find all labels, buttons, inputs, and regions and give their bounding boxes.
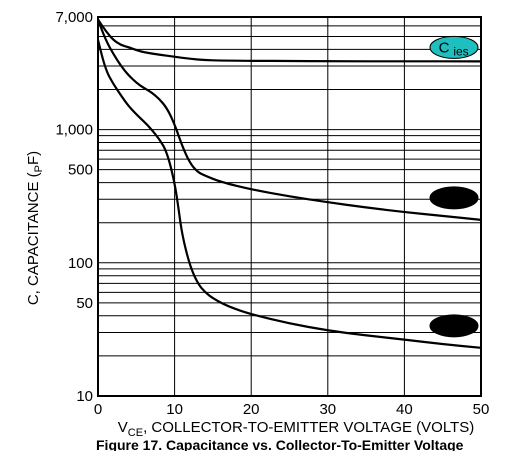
y-tick-label: 100 [68,255,93,272]
plot-frame [97,16,482,397]
series-group [96,18,482,349]
y-tick-label: 10 [76,388,93,405]
grid [98,17,481,396]
series-line-2 [96,19,482,221]
series-line-1 [97,18,482,63]
x-tick-label: 40 [396,401,413,418]
series-label-marker-1 [429,35,479,59]
figure-caption: Figure 17. Capacitance vs. Collector-To-… [96,437,464,451]
y-tick-label: 7,000 [55,9,93,26]
series-line-3 [96,39,482,349]
series-label-marker-2 [429,186,479,210]
x-axis-label: VCE, COLLECTOR-TO-EMITTER VOLTAGE (VOLTS… [118,419,474,439]
series-label-marker-3 [429,314,479,338]
x-tick-label: 0 [94,401,102,418]
x-tick-label: 30 [319,401,336,418]
series-label-text-1: C [439,39,450,56]
series-label-subscript-1: ies [453,44,468,58]
x-tick-label: 10 [166,401,183,418]
y-axis-label: C, CAPACITANCE (PF) [25,151,45,305]
y-tick-label: 1,000 [55,122,93,139]
y-tick-label: 50 [76,295,93,312]
y-tick-label: 500 [68,162,93,179]
x-tick-label: 50 [473,401,490,418]
x-tick-label: 20 [243,401,260,418]
